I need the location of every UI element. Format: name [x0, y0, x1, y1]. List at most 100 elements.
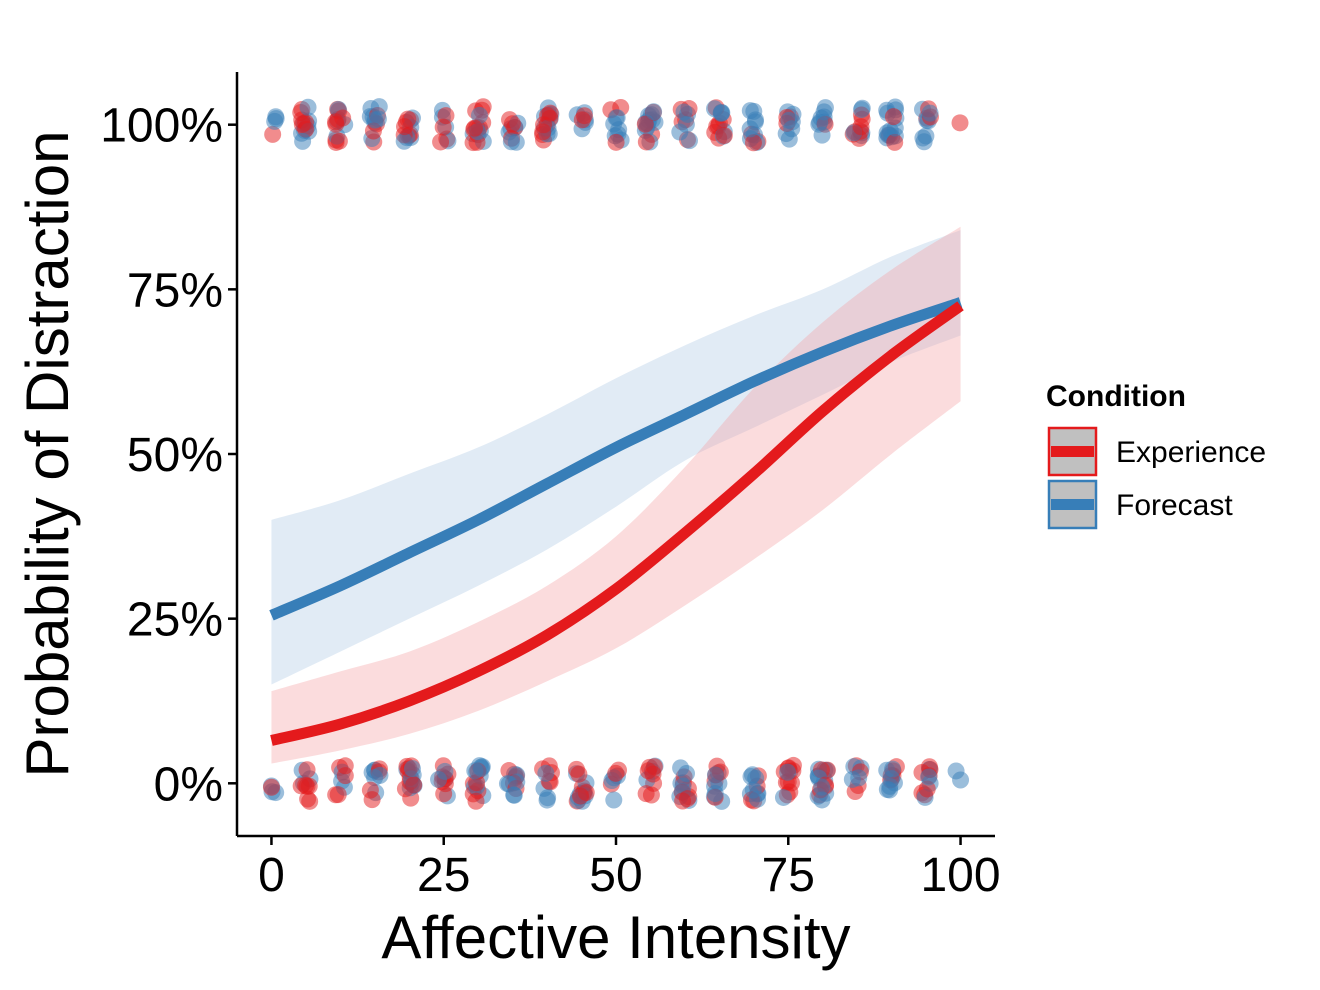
ci-band-forecast	[271, 230, 961, 685]
confidence-bands	[271, 226, 961, 764]
y-tick-label: 25%	[127, 594, 223, 647]
jittered-observations	[262, 98, 970, 810]
observation-point	[430, 770, 448, 788]
observation-point	[539, 789, 557, 807]
observation-point	[774, 788, 792, 806]
observation-point	[293, 115, 311, 133]
observation-point	[743, 766, 761, 784]
x-tick-label: 0	[258, 849, 285, 902]
observation-point	[886, 133, 904, 151]
fit-line-forecast	[269, 297, 963, 621]
legend-label-experience: Experience	[1116, 436, 1266, 469]
observation-point	[607, 764, 625, 782]
observation-point	[298, 777, 316, 795]
observation-point	[678, 790, 696, 808]
x-tick-label: 50	[589, 849, 642, 902]
observation-point	[920, 768, 938, 786]
legend-entry-forecast: Forecast	[1047, 479, 1233, 530]
fit-line-experience	[270, 301, 964, 746]
observation-point	[336, 767, 354, 785]
x-tick-label: 25	[417, 849, 470, 902]
observation-point	[262, 778, 280, 796]
observation-point	[298, 761, 316, 779]
observation-point	[535, 116, 553, 134]
observation-point	[813, 126, 831, 144]
observation-point	[508, 773, 526, 791]
fit-lines	[269, 297, 964, 746]
observation-point	[396, 118, 414, 136]
observation-point	[951, 114, 969, 132]
observation-point	[605, 115, 623, 133]
x-tick-label: 75	[762, 849, 815, 902]
observation-point	[675, 103, 693, 121]
observation-point	[706, 785, 724, 803]
y-tick-label: 50%	[127, 429, 223, 482]
observation-point	[267, 110, 285, 128]
observation-point	[780, 111, 798, 129]
observation-point	[370, 98, 388, 116]
observation-point	[537, 764, 555, 782]
observation-point	[573, 111, 591, 129]
observation-point	[678, 764, 696, 782]
observation-point	[952, 771, 970, 789]
observation-point	[432, 133, 450, 151]
axes: 0% 25% 50% 75% 100% 0 25 50 75 100	[100, 72, 1001, 902]
observation-point	[472, 759, 490, 777]
observation-point	[639, 762, 657, 780]
observation-point	[645, 103, 663, 121]
observation-point	[921, 104, 939, 122]
observation-point	[361, 781, 379, 799]
observation-point	[884, 108, 902, 126]
observation-point	[741, 120, 759, 138]
x-ticks: 0 25 50 75 100	[258, 836, 1001, 902]
x-axis-title: Affective Intensity	[381, 904, 850, 971]
observation-point	[371, 766, 389, 784]
observation-point	[503, 115, 521, 133]
legend: Condition Experience Forecast	[1046, 380, 1266, 530]
observation-point	[884, 760, 902, 778]
observation-point	[507, 133, 525, 151]
observation-point	[607, 133, 625, 151]
observation-point	[852, 118, 870, 136]
observation-point	[813, 791, 831, 809]
observation-point	[715, 126, 733, 144]
observation-point	[264, 125, 282, 143]
observation-point	[637, 133, 655, 151]
observation-point	[395, 132, 413, 150]
y-ticks: 0% 25% 50% 75% 100%	[100, 100, 237, 811]
observation-point	[366, 111, 384, 129]
observation-point	[713, 104, 731, 122]
observation-point	[741, 102, 759, 120]
observation-point	[706, 766, 724, 784]
legend-label-forecast: Forecast	[1116, 489, 1233, 522]
observation-point	[329, 786, 347, 804]
observation-point	[572, 787, 590, 805]
observation-point	[680, 132, 698, 150]
observation-point	[466, 119, 484, 137]
observation-point	[405, 776, 423, 794]
observation-point	[852, 101, 870, 119]
observation-point	[299, 98, 317, 116]
y-tick-label: 75%	[127, 264, 223, 317]
observation-point	[330, 132, 348, 150]
observation-point	[637, 785, 655, 803]
observation-point	[878, 780, 896, 798]
y-tick-label: 100%	[100, 100, 223, 153]
observation-point	[749, 790, 767, 808]
observation-point	[636, 115, 654, 133]
y-tick-label: 0%	[154, 758, 223, 811]
observation-point	[327, 113, 345, 131]
legend-entry-experience: Experience	[1047, 426, 1266, 477]
observation-point	[403, 760, 421, 778]
observation-point	[301, 792, 319, 810]
x-tick-label: 100	[920, 849, 1000, 902]
y-axis-title: Probability of Distraction	[14, 131, 81, 778]
observation-point	[843, 770, 861, 788]
observation-point	[505, 786, 523, 804]
observation-point	[467, 792, 485, 810]
observation-point	[811, 113, 829, 131]
observation-point	[605, 791, 623, 809]
legend-title: Condition	[1046, 380, 1186, 413]
observation-point	[437, 107, 455, 125]
